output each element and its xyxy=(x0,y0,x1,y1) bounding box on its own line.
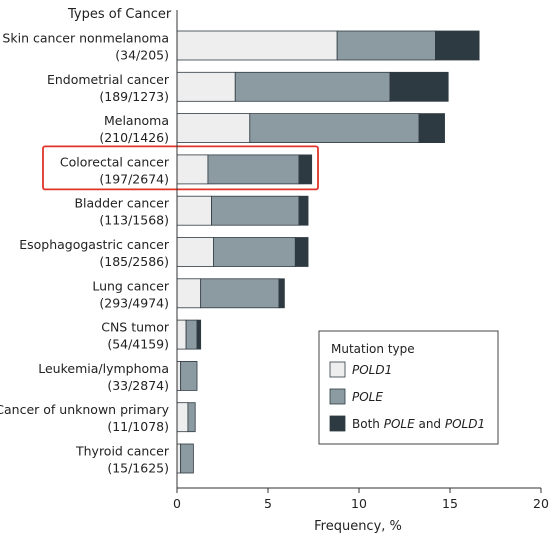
bar-segment-pold1-colorectal-cancer xyxy=(176,154,209,185)
bar-segment-pole-colorectal-cancer xyxy=(207,154,300,185)
bars-group xyxy=(176,30,480,474)
bar-segment-pold1-esophagogastric-cancer xyxy=(176,237,214,267)
bar-segment-pole-melanoma xyxy=(249,113,420,143)
legend: Mutation type POLD1 POLE Both POLE and POLD… xyxy=(318,330,499,445)
bar-segment-pold1-bladder-cancer xyxy=(176,195,212,226)
legend-label-both: Both POLE and POLD1 xyxy=(352,417,485,431)
x-tick-label: 10 xyxy=(351,496,367,511)
category-count-label: (293/4974) xyxy=(99,295,169,310)
bar-segment-pole-bladder-cancer xyxy=(211,195,300,226)
bar-segment-both-cns-tumor xyxy=(196,319,202,350)
legend-swatch-pole xyxy=(329,388,346,405)
category-count-label: (15/1625) xyxy=(107,461,169,476)
category-count-label: (54/4159) xyxy=(107,337,169,352)
bar-segment-both-bladder-cancer xyxy=(298,195,309,226)
x-tick-label: 20 xyxy=(533,496,549,511)
x-tick-label: 5 xyxy=(264,496,272,511)
category-label: Lung cancer xyxy=(92,278,170,293)
bar-segment-both-endometrial-cancer xyxy=(389,71,449,102)
x-axis-title: Frequency, % xyxy=(314,519,402,534)
category-label: CNS tumor xyxy=(101,320,170,335)
bar-segment-pold1-thyroid-cancer xyxy=(176,443,182,474)
category-count-label: (11/1078) xyxy=(107,419,169,434)
category-label: Bladder cancer xyxy=(74,196,169,211)
category-count-label: (113/1568) xyxy=(99,213,169,228)
category-label: Cancer of unknown primary xyxy=(0,402,170,417)
bar-segment-both-melanoma xyxy=(418,113,445,143)
bar-segment-pole-skin-cancer-nonmelanoma xyxy=(336,30,436,61)
bar-segment-pole-cancer-of-unknown-primary xyxy=(187,402,196,433)
legend-swatch-both xyxy=(329,415,346,432)
category-count-label: (33/2874) xyxy=(107,378,169,393)
bar-segment-pold1-leukemia-lymphoma xyxy=(176,360,182,391)
bar-segment-pole-endometrial-cancer xyxy=(234,71,391,102)
highlight-box xyxy=(42,145,319,191)
bar-segment-pold1-endometrial-cancer xyxy=(176,71,236,102)
bar-segment-pole-lung-cancer xyxy=(200,278,280,309)
category-label: Melanoma xyxy=(104,113,169,128)
legend-label-pole: POLE xyxy=(352,390,383,404)
bar-segment-pold1-cns-tumor xyxy=(176,319,187,350)
bar-segment-both-colorectal-cancer xyxy=(298,154,313,185)
legend-label-pold1: POLD1 xyxy=(352,363,392,377)
x-tick-label: 0 xyxy=(173,496,181,511)
category-labels: Skin cancer nonmelanoma (34/205) Endometri… xyxy=(0,31,319,476)
legend-box xyxy=(318,330,499,445)
category-count-label: (185/2586) xyxy=(99,254,169,269)
category-label: Esophagogastric cancer xyxy=(19,237,170,252)
bar-segment-pold1-lung-cancer xyxy=(176,278,202,309)
bar-segment-pold1-melanoma xyxy=(176,113,251,143)
category-label: Skin cancer nonmelanoma xyxy=(2,31,169,46)
bar-segment-pole-esophagogastric-cancer xyxy=(212,237,296,267)
y-axis-title: Types of Cancer xyxy=(67,7,172,22)
category-count-label: (197/2674) xyxy=(99,171,169,186)
x-axis: 0 5 10 15 20 xyxy=(173,10,549,511)
category-label: Colorectal cancer xyxy=(60,154,170,169)
bar-segment-both-esophagogastric-cancer xyxy=(294,237,309,267)
category-label: Thyroid cancer xyxy=(75,444,170,459)
category-count-label: (210/1426) xyxy=(99,130,169,145)
bar-segment-pold1-skin-cancer-nonmelanoma xyxy=(176,30,338,61)
bar-segment-both-skin-cancer-nonmelanoma xyxy=(435,30,480,61)
category-label: Leukemia/lymphoma xyxy=(38,361,169,376)
category-label: Endometrial cancer xyxy=(47,72,170,87)
legend-title: Mutation type xyxy=(331,342,415,356)
x-tick-label: 15 xyxy=(442,496,458,511)
bar-segment-both-lung-cancer xyxy=(278,278,285,309)
category-count-label: (189/1273) xyxy=(99,89,169,104)
bar-segment-pold1-cancer-of-unknown-primary xyxy=(176,402,189,433)
legend-swatch-pold1 xyxy=(329,361,346,378)
bar-segment-pole-cns-tumor xyxy=(185,319,198,350)
category-count-label: (34/205) xyxy=(115,48,169,63)
bar-segment-pole-leukemia-lymphoma xyxy=(180,360,198,391)
bar-segment-pole-thyroid-cancer xyxy=(180,443,194,474)
